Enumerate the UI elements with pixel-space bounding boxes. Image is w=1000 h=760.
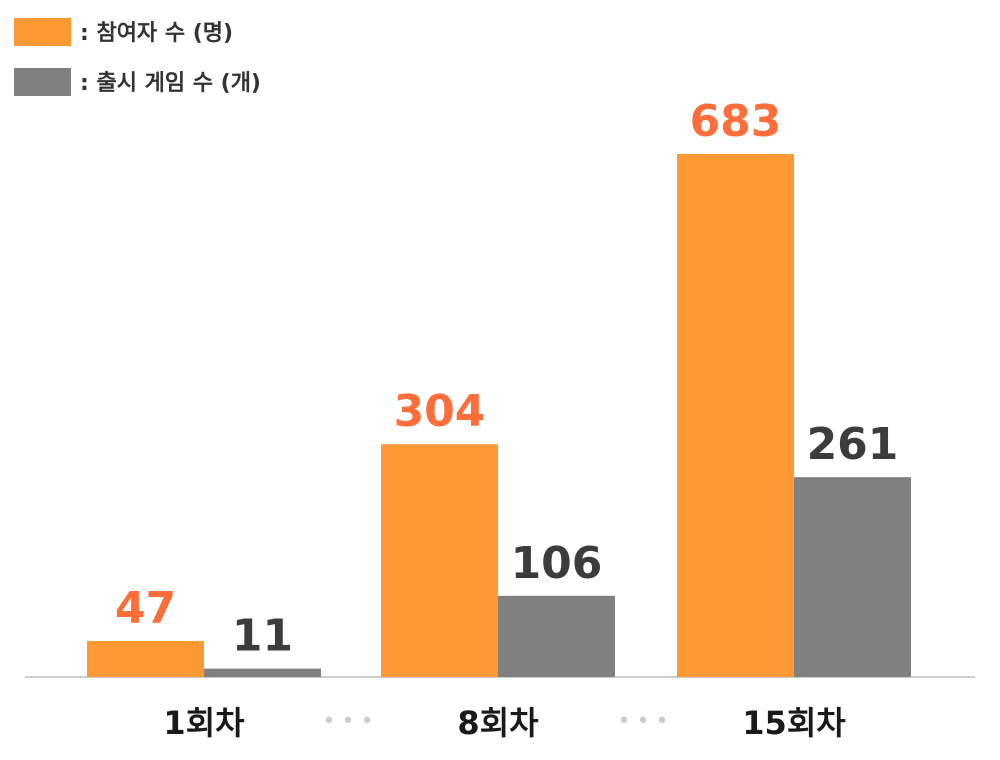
separators: ••• ••• — [323, 709, 675, 734]
value-label-games-2: 106 — [511, 538, 603, 589]
value-label-games-3: 261 — [807, 419, 899, 470]
legend-label-participants: : 참여자 수 (명) — [80, 21, 233, 46]
bar-games-1 — [204, 668, 321, 677]
category-labels: 1회차 8회차 15회차 — [163, 704, 846, 742]
category-label-2: 8회차 — [457, 704, 539, 742]
bar-games-3 — [794, 477, 911, 677]
value-label-participants-2: 304 — [394, 386, 486, 437]
value-label-games-1: 11 — [232, 611, 293, 662]
bar-participants-2 — [381, 444, 498, 677]
bar-games-2 — [498, 595, 615, 677]
legend-swatch-participants — [14, 18, 71, 46]
value-label-participants-3: 683 — [690, 96, 782, 147]
value-label-participants-1: 47 — [115, 583, 176, 634]
category-label-3: 15회차 — [742, 704, 846, 742]
separator-dots-2: ••• — [618, 709, 675, 734]
legend: : 참여자 수 (명) : 출시 게임 수 (개) — [14, 18, 261, 96]
category-label-1: 1회차 — [163, 704, 245, 742]
legend-label-games: : 출시 게임 수 (개) — [80, 71, 261, 96]
separator-dots-1: ••• — [323, 709, 380, 734]
legend-swatch-games — [14, 68, 71, 96]
bars — [87, 154, 911, 677]
bar-participants-1 — [87, 641, 204, 677]
value-labels: 47 11 304 106 683 261 — [115, 96, 899, 662]
bar-participants-3 — [677, 154, 794, 677]
